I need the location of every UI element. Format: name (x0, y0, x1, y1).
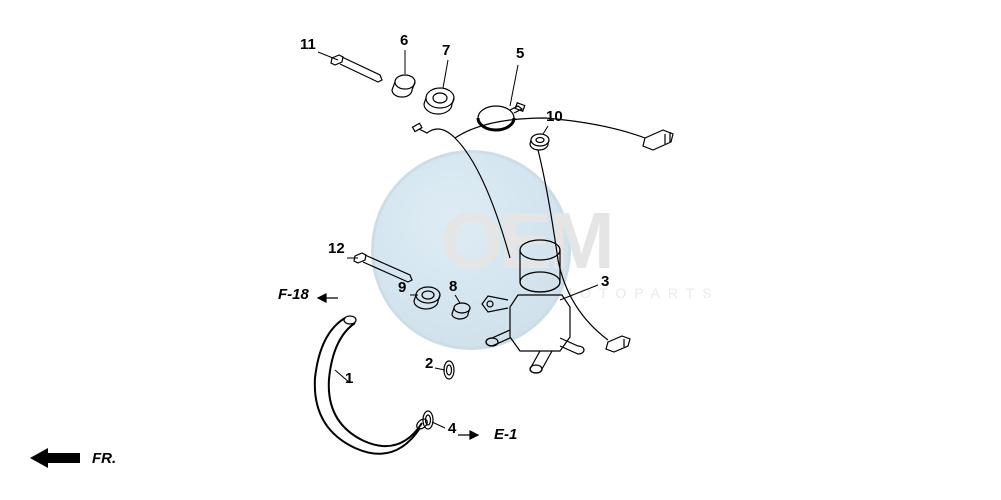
part-3-valve (482, 240, 584, 373)
ref-f18: F-18 (278, 286, 309, 303)
callout-leaders (318, 50, 598, 428)
callout-2: 2 (425, 355, 433, 372)
part-12-bolt (354, 253, 412, 282)
ref-e1: E-1 (494, 426, 517, 443)
callout-12: 12 (328, 240, 345, 257)
part-2-oring (444, 361, 454, 379)
callout-5: 5 (516, 45, 524, 62)
front-indicator: FR. (30, 446, 116, 470)
front-arrow-icon (30, 446, 90, 470)
callout-6: 6 (400, 32, 408, 49)
callout-10: 10 (546, 108, 563, 125)
part-4-oring (423, 411, 433, 429)
part-1-hose (315, 316, 429, 454)
front-label: FR. (92, 450, 116, 467)
part-5-clamp (478, 103, 525, 130)
part-10-grommet (530, 134, 549, 150)
callout-1: 1 (345, 370, 353, 387)
callout-4: 4 (448, 420, 456, 437)
part-9-grommet (414, 287, 440, 309)
diagram-svg (0, 0, 1001, 500)
callout-9: 9 (398, 279, 406, 296)
callout-11: 11 (300, 36, 316, 53)
callout-7: 7 (442, 42, 450, 59)
part-6-collar (392, 75, 415, 97)
callout-8: 8 (449, 278, 457, 295)
part-11-bolt (331, 55, 382, 82)
callout-3: 3 (601, 273, 609, 290)
wire-assembly (413, 118, 673, 352)
part-7-grommet (424, 88, 454, 114)
ref-arrow-f18 (318, 294, 338, 302)
ref-arrow-e1 (458, 431, 478, 439)
part-8-collar (452, 303, 470, 319)
